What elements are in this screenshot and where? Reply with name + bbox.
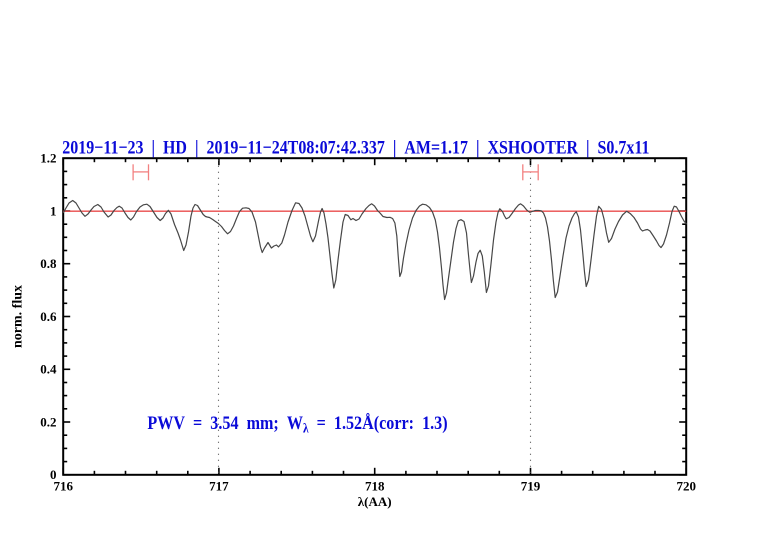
svg-text:0.6: 0.6 <box>40 309 57 324</box>
svg-text:0.2: 0.2 <box>40 414 56 429</box>
svg-text:719: 719 <box>521 479 541 494</box>
svg-text:717: 717 <box>209 479 229 494</box>
svg-text:PWV = 3.54 mm; Wλ = 1.52: PWV = 3.54 mm; Wλ = 1.52Å(corr: 1.3) <box>147 412 447 436</box>
svg-text:0.8: 0.8 <box>40 256 57 271</box>
svg-text:720: 720 <box>676 479 696 494</box>
svg-text:1.2: 1.2 <box>40 151 56 166</box>
svg-text:2019−11−23 | HD | 2019−11−: 2019−11−23 | HD | 2019−11−24T08:07:42.33… <box>62 136 649 158</box>
svg-text:716: 716 <box>53 479 73 494</box>
svg-text:norm. flux: norm. flux <box>11 285 26 348</box>
svg-text:1: 1 <box>50 203 57 218</box>
svg-text:0: 0 <box>50 467 57 482</box>
svg-text:λ(AA): λ(AA) <box>358 494 392 509</box>
svg-text:718: 718 <box>365 479 385 494</box>
svg-text:0.4: 0.4 <box>40 362 57 377</box>
